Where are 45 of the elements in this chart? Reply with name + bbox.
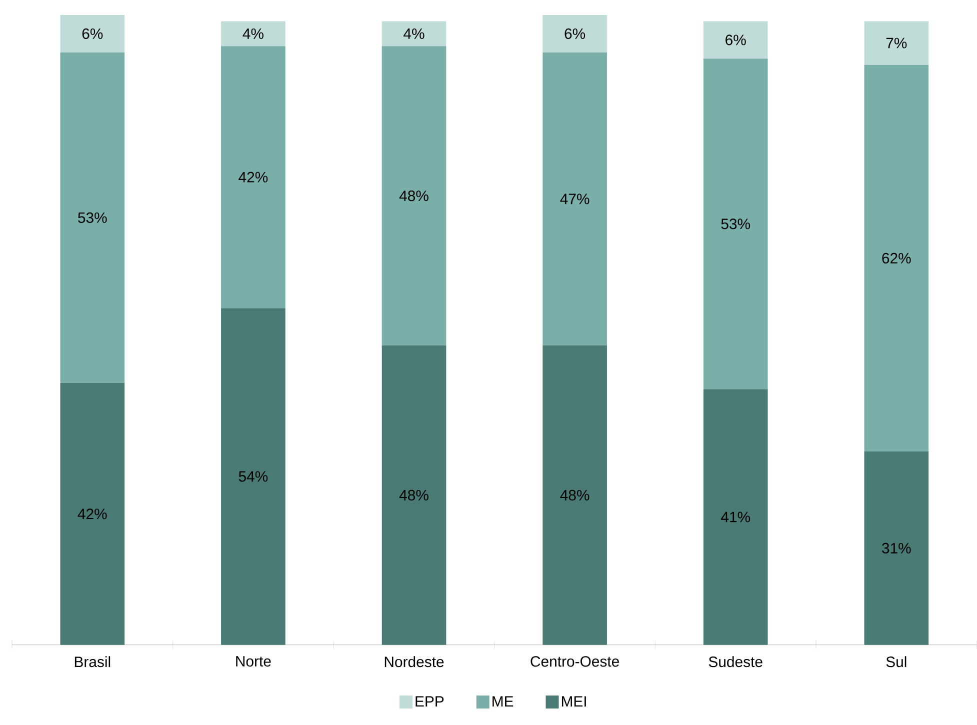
data-label: 48% <box>399 190 428 202</box>
legend-label: MEI <box>562 696 586 707</box>
bar <box>60 382 125 645</box>
bar <box>382 21 446 46</box>
x-tick-label: Brasil <box>74 656 110 668</box>
data-label: 6% <box>726 34 746 46</box>
bar <box>703 389 768 645</box>
data-label: 7% <box>886 38 907 48</box>
bar <box>542 346 607 645</box>
bar <box>382 346 446 645</box>
data-label: 41% <box>720 512 750 522</box>
data-label: 42% <box>78 508 107 520</box>
x-tick-label: Norte <box>236 656 271 667</box>
bar <box>542 15 607 52</box>
x-tick-label: Sudeste <box>708 656 762 668</box>
bar <box>60 52 125 383</box>
data-label: 42% <box>238 172 268 182</box>
bar <box>864 452 929 645</box>
data-label: 53% <box>78 212 107 224</box>
data-label: 4% <box>242 28 264 39</box>
x-tick-label: Centro-Oeste <box>530 656 619 667</box>
data-label: 6% <box>564 28 586 40</box>
data-label: 54% <box>238 471 268 482</box>
bar <box>221 308 286 645</box>
bar <box>864 21 929 65</box>
bar <box>703 21 768 59</box>
x-tick-label: Nordeste <box>384 656 444 668</box>
bar <box>703 58 768 390</box>
bar <box>221 21 286 46</box>
bar <box>542 52 607 346</box>
data-label: 31% <box>882 542 911 554</box>
data-label: 62% <box>882 252 911 264</box>
data-label: 48% <box>560 490 590 501</box>
legend-label: EPP <box>416 696 444 707</box>
legend-label: ME <box>492 696 514 707</box>
bar <box>60 15 125 52</box>
data-label: 47% <box>560 194 590 204</box>
bar <box>382 46 446 346</box>
bar <box>864 64 929 452</box>
data-label: 48% <box>399 490 428 501</box>
x-tick-label: Sul <box>886 656 906 668</box>
bar <box>221 46 286 308</box>
data-label: 6% <box>82 28 103 40</box>
data-label: 4% <box>404 28 424 39</box>
data-label: 53% <box>721 218 750 230</box>
